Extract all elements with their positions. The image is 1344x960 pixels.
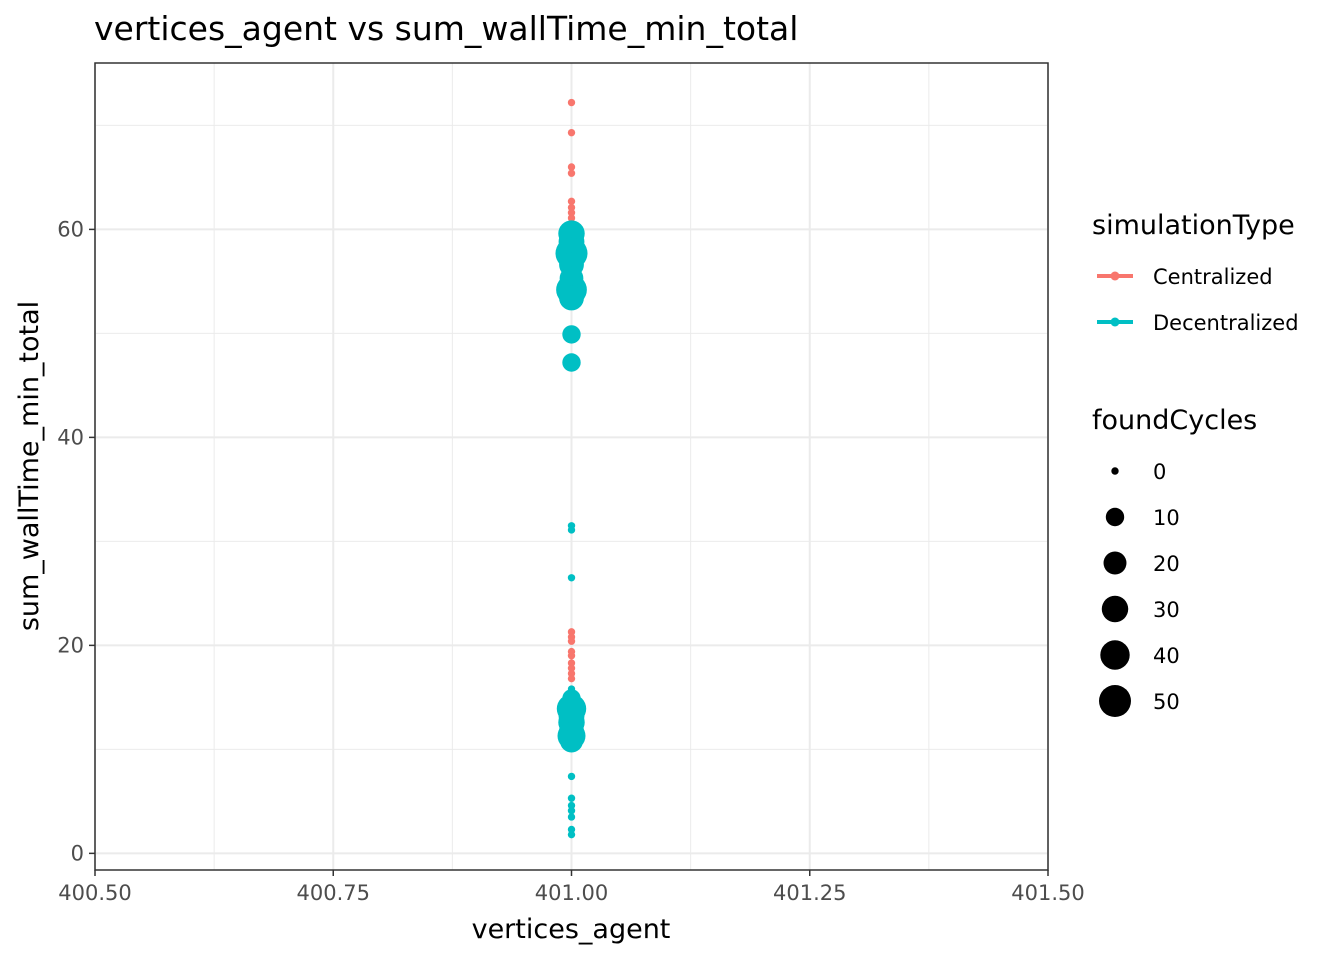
data-point	[567, 526, 576, 534]
y-tick-label: 60	[57, 217, 84, 241]
size-legend-label: 50	[1153, 690, 1180, 714]
y-axis-title: sum_wallTime_min_total	[14, 301, 45, 631]
data-point	[567, 637, 576, 645]
y-axis: 0 20 40 60	[57, 217, 95, 865]
size-legend-point	[1111, 467, 1119, 475]
x-tick-label: 401.50	[1011, 881, 1084, 905]
size-legend-point	[1100, 640, 1130, 670]
size-legend: foundCycles 0 10 20 30 40 50	[1092, 405, 1257, 717]
legend-key-point	[1110, 317, 1120, 327]
color-legend-label: Decentralized	[1153, 311, 1299, 335]
data-point	[567, 197, 576, 206]
color-legend-label: Centralized	[1153, 265, 1273, 289]
size-legend-label: 40	[1153, 644, 1180, 668]
data-point	[567, 574, 576, 582]
x-tick-label: 401.25	[773, 881, 846, 905]
y-tick-label: 40	[57, 425, 84, 449]
data-point	[567, 825, 576, 834]
data-point	[567, 794, 576, 802]
data-point	[567, 807, 576, 815]
x-tick-label: 400.75	[297, 881, 370, 905]
data-point	[567, 659, 576, 667]
data-point	[559, 285, 584, 311]
data-point	[567, 772, 576, 781]
x-tick-label: 401.00	[535, 881, 608, 905]
data-point	[567, 801, 576, 810]
x-axis: 400.50 400.75 401.00 401.25 401.50	[58, 870, 1085, 905]
size-legend-label: 30	[1153, 598, 1180, 622]
y-tick-label: 20	[57, 633, 84, 657]
y-tick-label: 0	[71, 841, 84, 865]
data-point	[567, 214, 576, 222]
data-point	[567, 830, 576, 839]
data-points	[555, 98, 588, 839]
size-legend-point	[1105, 507, 1125, 527]
data-point	[567, 128, 576, 137]
data-point	[560, 729, 583, 753]
chart-title: vertices_agent vs sum_wallTime_min_total	[94, 9, 798, 48]
data-point	[567, 813, 576, 821]
size-legend-point	[1099, 685, 1131, 717]
size-legend-point	[1101, 595, 1129, 623]
data-point	[567, 209, 576, 217]
data-point	[562, 353, 581, 372]
color-legend: simulationType Centralized Decentralized	[1092, 210, 1299, 335]
size-legend-title: foundCycles	[1092, 405, 1257, 436]
size-legend-label: 20	[1153, 552, 1180, 576]
data-point	[567, 674, 576, 683]
data-point	[567, 169, 576, 177]
size-legend-point	[1103, 551, 1127, 575]
color-legend-title: simulationType	[1092, 210, 1295, 241]
data-point	[562, 325, 581, 344]
data-point	[567, 163, 576, 171]
data-point	[567, 669, 576, 678]
size-legend-label: 0	[1153, 460, 1166, 484]
x-tick-label: 400.50	[58, 881, 131, 905]
data-point	[567, 98, 576, 107]
size-legend-label: 10	[1153, 506, 1180, 530]
data-point	[567, 664, 576, 672]
legend-key-point	[1110, 271, 1120, 281]
data-point	[567, 652, 576, 660]
data-point	[567, 628, 576, 636]
data-point	[567, 203, 576, 212]
x-axis-title: vertices_agent	[472, 914, 671, 945]
